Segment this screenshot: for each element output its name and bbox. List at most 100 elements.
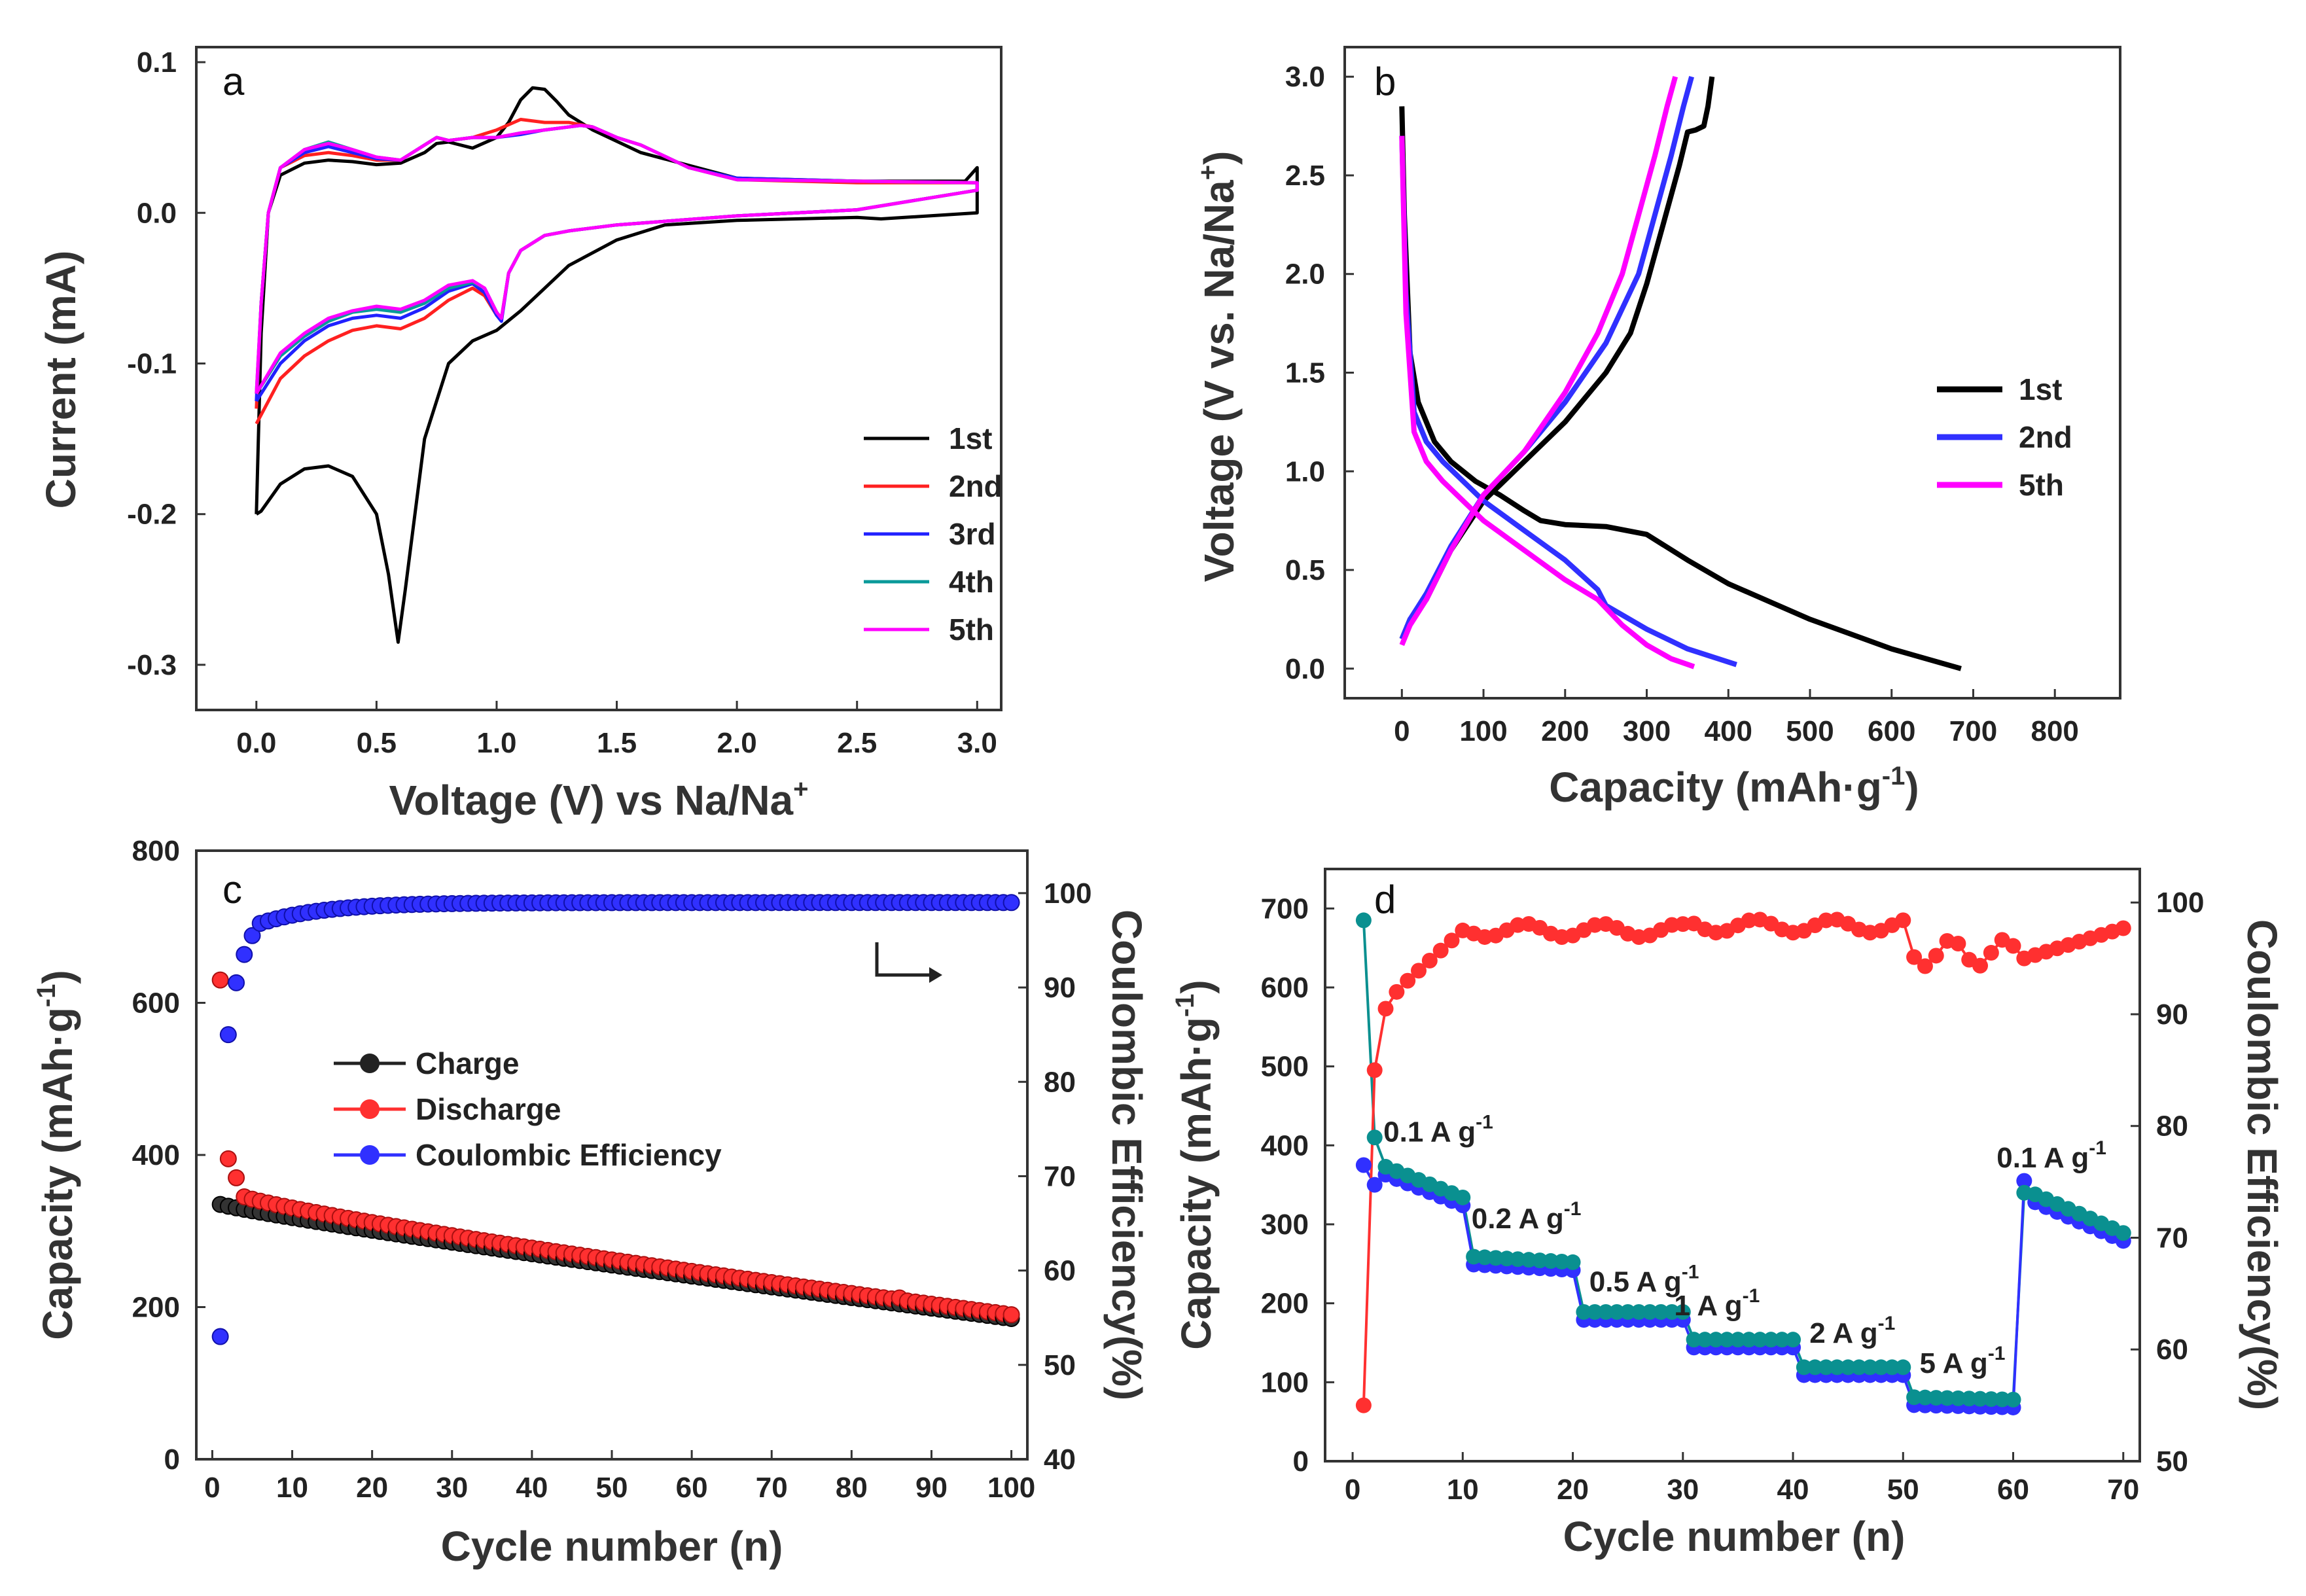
panel-d-discharge-point <box>1587 1303 1603 1320</box>
panel-d-frame <box>1324 868 2141 1463</box>
panel-d-discharge-point <box>1708 1332 1724 1348</box>
panel-b-xtick-label: 100 <box>1459 715 1507 747</box>
panel-d-ce-point <box>1906 949 1923 965</box>
panel-d-rate-label: 0.1 A g-1 <box>1996 1137 2106 1174</box>
panel-d-ce-point <box>1400 972 1416 989</box>
panel-a-xlabel: Voltage (V) vs Na/Na+ <box>389 775 808 824</box>
panel-d-ce-point <box>1389 984 1405 1000</box>
panel-d-discharge-point <box>1752 1332 1768 1348</box>
panel-c-ce-point <box>219 1026 237 1044</box>
panel-a-legend-label: 1st <box>949 421 992 455</box>
panel-b-ylabel-text: Voltage (V vs. Na/Na <box>1196 180 1243 582</box>
panel-d-ce-point <box>1917 958 1933 974</box>
panel-d-ce-point <box>1950 935 1966 951</box>
panel-d-ce-point <box>2005 938 2021 954</box>
panel-d-xlabel: Cycle number (n) <box>1563 1513 1906 1560</box>
panel-b-xtick-label: 500 <box>1786 715 1834 747</box>
panel-d-discharge-point <box>1873 1359 1889 1375</box>
panel-b-label: b <box>1374 60 1396 103</box>
panel-c-ylabel: Capacity (mAh·g-1) <box>32 970 81 1339</box>
panel-c-axis-arrowhead <box>929 967 942 983</box>
panel-d-ylabel-end: ) <box>1173 980 1220 993</box>
panel-c-legend-label: Coulombic Efficiency <box>416 1138 722 1172</box>
panel-a-series-3rd <box>255 124 979 402</box>
panel-d-ce-point <box>1355 1397 1372 1413</box>
panel-d-charge-point <box>2016 1173 2032 1189</box>
panel-d-xtick-label: 70 <box>2107 1474 2139 1506</box>
panel-d-discharge-point <box>1631 1303 1647 1320</box>
panel-d-rate-label: 2 A g-1 <box>1809 1313 1895 1349</box>
panel-d-ce-point <box>1928 948 1944 964</box>
panel-d-discharge-point <box>1961 1391 1978 1407</box>
panel-d-discharge-point <box>1851 1359 1867 1375</box>
panel-c-xtick-label: 10 <box>276 1472 308 1504</box>
panel-d-discharge-point <box>1653 1303 1669 1320</box>
panel-d-ytick-label: 100 <box>1261 1366 1309 1398</box>
panel-c-label: c <box>222 868 242 912</box>
panel-d-y2tick-label: 50 <box>2156 1445 2188 1478</box>
panel-c-legend-marker <box>360 1099 380 1119</box>
panel-d-ytick-label: 700 <box>1261 893 1309 925</box>
panel-d-discharge-point <box>1818 1359 1834 1375</box>
panel-d-discharge-point <box>1840 1359 1856 1375</box>
panel-a-ylabel: Current (mA) <box>37 251 84 509</box>
panel-d-y2tick-label: 70 <box>2156 1222 2188 1254</box>
panel-c-legend-marker <box>360 1054 380 1073</box>
panel-c-ce-point <box>236 946 253 963</box>
panel-d-discharge-point <box>1455 1189 1471 1205</box>
panel-b-xtick-label: 300 <box>1623 715 1671 747</box>
panel-c-ce-point <box>228 974 245 991</box>
panel-d-discharge-point <box>1972 1391 1989 1407</box>
panel-d-discharge-point <box>2115 1225 2131 1241</box>
panel-d-ce-point <box>1432 942 1449 959</box>
panel-d-discharge-point <box>1565 1254 1581 1270</box>
panel-d-discharge-point <box>2005 1391 2021 1408</box>
panel-a-frame <box>195 46 1002 711</box>
panel-d-discharge-point <box>1785 1332 1801 1348</box>
panel-a-xtick-label: 1.5 <box>597 727 637 759</box>
panel-c-legend-label: Charge <box>416 1046 519 1080</box>
panel-d-xtick-label: 60 <box>1997 1474 2029 1506</box>
panel-a-ytick-label: 0.1 <box>137 46 177 79</box>
panel-d-ytick-label: 0 <box>1293 1445 1309 1478</box>
panel-c-xtick-label: 90 <box>915 1472 948 1504</box>
panel-b-ylabel: Voltage (V vs. Na/Na+) <box>1194 151 1243 582</box>
panel-d-xtick-label: 40 <box>1777 1474 1809 1506</box>
panel-c-y2tick-label: 90 <box>1044 972 1076 1004</box>
panel-d-discharge-point <box>1686 1332 1702 1348</box>
panel-d-ytick-label: 400 <box>1261 1129 1309 1162</box>
panel-a-legend-label: 5th <box>949 612 994 647</box>
panel-a-xtick-label: 2.0 <box>717 727 757 759</box>
panel-d-discharge-point <box>1355 912 1372 929</box>
panel-d-ce-point <box>1421 953 1438 969</box>
panel-a-series-1st <box>255 86 979 644</box>
panel-c-xtick-label: 0 <box>204 1472 220 1504</box>
panel-d-y2tick-label: 60 <box>2156 1334 2188 1366</box>
panel-a-series-4th <box>255 124 979 395</box>
panel-c-ylabel-end: ) <box>34 970 81 984</box>
panel-d-ytick-label: 200 <box>1261 1288 1309 1320</box>
panel-d-y2tick-label: 100 <box>2156 887 2204 919</box>
panel-b-ytick-label: 0.0 <box>1285 653 1325 685</box>
panel-d-ytick-label: 600 <box>1261 972 1309 1004</box>
panel-d-discharge-point <box>1697 1332 1713 1348</box>
panel-a-xtick-label: 1.0 <box>476 727 516 759</box>
panel-b-xtick-label: 600 <box>1868 715 1915 747</box>
panel-c-ytick-label: 400 <box>132 1139 180 1171</box>
panel-d-charge-point <box>1355 1157 1372 1173</box>
panel-b-xlabel: Capacity (mAh·g-1) <box>1549 762 1919 811</box>
panel-c-y2tick-label: 40 <box>1044 1444 1076 1476</box>
panel-b-discharge-1st <box>1399 106 1962 671</box>
panel-c-xtick-label: 40 <box>516 1472 548 1504</box>
panel-d-rate-label: 5 A g-1 <box>1920 1343 2006 1379</box>
panel-b-ytick-label: 1.5 <box>1285 357 1325 389</box>
panel-c-xtick-label: 60 <box>676 1472 708 1504</box>
panel-d-discharge-point <box>1939 1390 1955 1406</box>
panel-b-ylabel-end: ) <box>1196 151 1243 165</box>
panel-b-ytick-label: 0.5 <box>1285 554 1325 586</box>
panel-c-ce-point <box>211 1328 229 1345</box>
panel-d-ce-point <box>1411 963 1427 979</box>
panel-a-xlabel-text: Voltage (V) vs Na/Na <box>389 777 793 824</box>
panel-d-ytick-label: 500 <box>1261 1051 1309 1083</box>
panel-b-ytick-label: 2.0 <box>1285 258 1325 291</box>
